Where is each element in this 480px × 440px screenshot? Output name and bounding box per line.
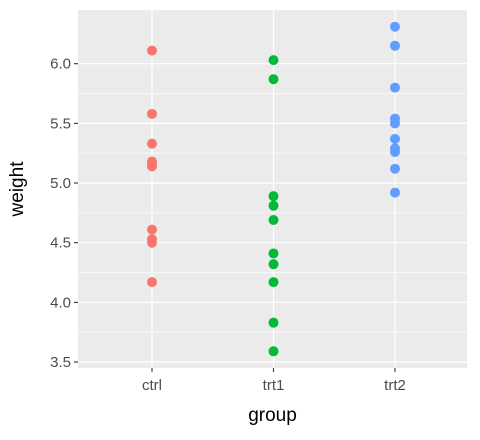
plot-panel	[78, 10, 467, 368]
data-point-trt1	[268, 191, 279, 202]
y-tick-label: 4.0	[50, 294, 71, 311]
data-point-ctrl	[147, 277, 157, 288]
x-tick-label: trt1	[263, 377, 285, 394]
data-point-ctrl	[147, 224, 157, 235]
data-point-ctrl	[147, 138, 157, 149]
data-point-trt2	[390, 147, 400, 158]
data-point-trt1	[268, 55, 279, 66]
y-axis: 3.5 4.0 4.5 5.0 5.5 6.0	[50, 56, 78, 371]
data-point-ctrl	[147, 161, 157, 172]
data-point-trt2	[390, 40, 400, 51]
data-point-trt1	[268, 215, 279, 226]
x-tick-label: trt2	[384, 377, 406, 394]
data-point-ctrl	[147, 45, 157, 56]
y-tick-label: 6.0	[50, 56, 71, 73]
y-tick-label: 5.0	[50, 175, 71, 192]
minor-grid	[78, 93, 467, 333]
x-tick-label: ctrl	[142, 377, 162, 394]
data-point-trt1	[268, 200, 279, 211]
x-axis-title: group	[248, 405, 297, 426]
data-point-ctrl	[147, 108, 157, 119]
data-point-trt1	[268, 346, 279, 357]
data-point-trt2	[390, 133, 400, 144]
y-tick-label: 4.5	[50, 235, 71, 252]
data-point-trt2	[390, 163, 400, 174]
data-point-trt1	[268, 259, 279, 270]
data-point-trt1	[268, 248, 279, 259]
x-axis: ctrl trt1 trt2	[142, 368, 406, 394]
data-point-trt1	[268, 74, 279, 85]
data-point-trt2	[390, 21, 400, 32]
data-point-trt2	[390, 82, 400, 93]
data-points	[147, 21, 400, 357]
data-point-ctrl	[147, 234, 157, 245]
y-tick-label: 5.5	[50, 115, 71, 132]
data-point-trt1	[268, 317, 279, 328]
y-axis-title: weight	[7, 161, 28, 218]
data-point-trt2	[390, 118, 400, 129]
data-point-trt1	[268, 277, 279, 288]
y-tick-label: 3.5	[50, 354, 71, 371]
data-point-trt2	[390, 187, 400, 198]
